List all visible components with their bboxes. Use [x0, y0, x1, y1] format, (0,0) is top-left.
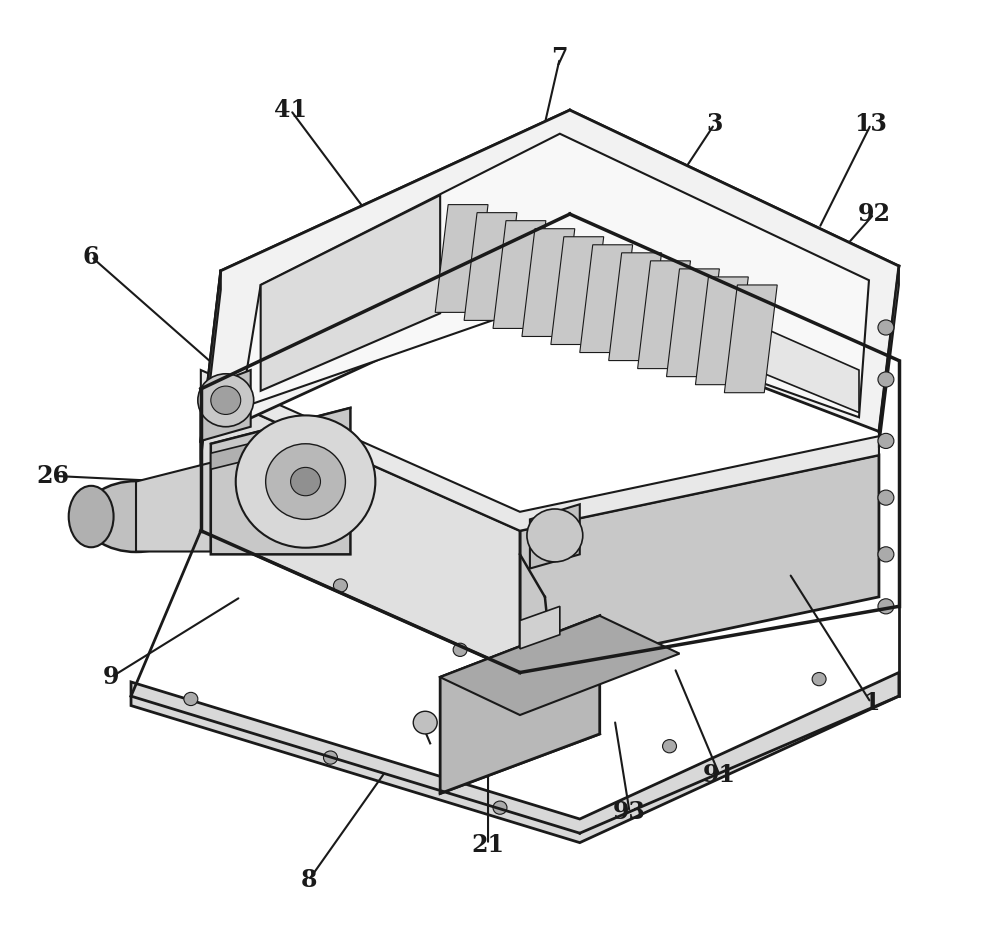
Polygon shape: [201, 389, 520, 672]
Text: 8: 8: [300, 868, 317, 892]
Polygon shape: [440, 616, 680, 715]
Polygon shape: [551, 237, 604, 344]
Circle shape: [493, 801, 507, 814]
Circle shape: [291, 467, 320, 496]
Text: 1: 1: [863, 691, 879, 715]
Text: 26: 26: [37, 464, 70, 488]
Circle shape: [812, 672, 826, 685]
Text: 92: 92: [857, 202, 890, 226]
Polygon shape: [520, 455, 879, 672]
Polygon shape: [695, 277, 748, 385]
Polygon shape: [464, 212, 517, 320]
Polygon shape: [211, 408, 350, 555]
Text: 7: 7: [552, 46, 568, 70]
Circle shape: [878, 490, 894, 505]
Circle shape: [198, 374, 254, 427]
Circle shape: [878, 433, 894, 448]
Polygon shape: [211, 441, 261, 469]
Circle shape: [878, 372, 894, 387]
Text: 3: 3: [706, 112, 723, 137]
Polygon shape: [201, 370, 879, 531]
Text: 93: 93: [613, 800, 646, 825]
Polygon shape: [522, 228, 575, 337]
Circle shape: [211, 386, 241, 414]
Ellipse shape: [69, 485, 114, 547]
Polygon shape: [201, 370, 251, 441]
Polygon shape: [435, 205, 488, 313]
Ellipse shape: [84, 481, 188, 552]
Circle shape: [333, 579, 347, 592]
Polygon shape: [724, 285, 777, 392]
Circle shape: [266, 444, 345, 520]
Circle shape: [204, 501, 218, 514]
Circle shape: [236, 415, 375, 548]
Polygon shape: [609, 253, 662, 360]
Polygon shape: [530, 504, 580, 569]
Text: 6: 6: [83, 245, 99, 268]
Text: 9: 9: [103, 665, 119, 689]
Text: 21: 21: [472, 832, 505, 857]
Polygon shape: [493, 221, 546, 328]
Circle shape: [413, 711, 437, 734]
Circle shape: [878, 547, 894, 562]
Polygon shape: [520, 607, 560, 648]
Polygon shape: [667, 269, 719, 376]
Polygon shape: [709, 304, 859, 412]
Polygon shape: [580, 245, 633, 353]
Polygon shape: [440, 616, 600, 793]
Circle shape: [878, 599, 894, 614]
Circle shape: [453, 643, 467, 656]
Circle shape: [184, 692, 198, 705]
Polygon shape: [131, 672, 899, 843]
Circle shape: [663, 739, 677, 753]
Text: 41: 41: [274, 98, 307, 122]
Polygon shape: [136, 463, 211, 552]
Polygon shape: [201, 110, 899, 441]
Circle shape: [878, 319, 894, 335]
Polygon shape: [638, 261, 690, 369]
Polygon shape: [261, 195, 440, 391]
Text: 91: 91: [703, 762, 736, 787]
Text: 13: 13: [855, 112, 887, 137]
Polygon shape: [201, 271, 221, 460]
Polygon shape: [879, 266, 899, 447]
Circle shape: [323, 751, 337, 764]
Circle shape: [527, 509, 583, 562]
Polygon shape: [241, 134, 869, 417]
